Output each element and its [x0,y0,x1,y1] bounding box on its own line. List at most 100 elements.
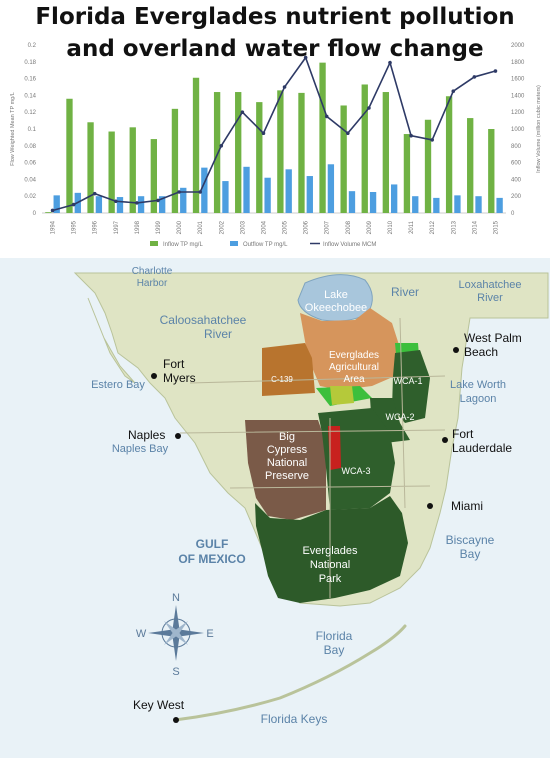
label-enp-1: Everglades [302,545,358,557]
y-right-tick-label: 600 [511,161,522,167]
label-fort-myers-2: Myers [163,371,196,385]
inflow-volume-point [324,114,329,119]
label-naples: Naples [128,428,165,442]
road-lines [179,317,446,598]
inflow-tp-bar [235,92,242,213]
label-big-cypress-3: National [267,457,307,469]
y-left-tick-label: 0.04 [24,177,36,183]
outflow-tp-bar [475,196,482,213]
label-charlotte-harbor-1: Charlotte [132,266,173,277]
inflow-tp-bar [66,98,73,213]
label-big-cypress-4: Preserve [265,470,309,482]
y-left-tick-label: 0.12 [24,110,36,116]
outflow-tp-bar [222,181,229,213]
inflow-tp-bar [488,129,495,213]
x-tick-label: 2013 [451,220,457,234]
y-right-tick-label: 1000 [511,127,525,133]
y-right-tick-label: 400 [511,177,522,183]
inflow-volume-point [303,55,308,60]
x-tick-label: 2014 [472,220,478,234]
legend-swatch [230,241,238,246]
label-big-cypress-1: Big [279,431,295,443]
inflow-tp-bar [298,92,305,213]
inflow-tp-bar [45,212,52,213]
label-lake-okeechobee-2: Okeechobee [305,302,367,314]
inflow-volume-point [346,131,350,135]
label-river-west: River [204,327,232,341]
outflow-tp-bar [496,197,503,213]
y-left-axis-title: Flow Weighted Mean TP mg/L [10,92,16,166]
inflow-tp-bar [87,122,94,213]
label-lake-worth-2: Lagoon [460,393,497,405]
inflow-volume-point [240,110,245,114]
label-gulf-2: OF MEXICO [178,552,245,566]
label-charlotte-harbor-2: Harbor [137,278,168,289]
inflow-volume-point [50,208,55,213]
compass-s: S [172,666,179,678]
inflow-tp-bar [467,118,474,213]
label-fort-myers-1: Fort [163,357,185,371]
big-cypress-region [245,420,326,520]
label-c139: C-139 [271,375,293,384]
inflow-volume-point [156,198,160,203]
inflow-volume-point [261,131,266,135]
inflow-tp-bar [277,90,284,213]
outflow-tp-bar [180,187,187,213]
label-west-palm-1: West Palm [464,331,522,345]
inflow-volume-point [135,201,139,205]
legend-label: Inflow TP mg/L [163,242,203,248]
legend-label: Inflow Volume MCM [323,242,376,248]
outflow-tp-bar [454,195,461,213]
x-tick-label: 2001 [198,220,204,234]
label-naples-bay: Naples Bay [112,443,169,455]
outflow-tp-bar [327,164,335,213]
label-florida-bay-1: Florida [316,629,353,643]
x-tick-label: 2002 [219,220,225,234]
legend-swatch [150,241,158,246]
x-tick-label: 1994 [51,220,57,234]
outflow-tp-bar [53,195,60,213]
west-palm-beach-dot [453,347,459,353]
red-strip-region [328,426,341,470]
x-tick-label: 2006 [304,220,310,234]
chart-title-line-1: Florida Everglades nutrient pollution [35,4,515,30]
label-eaa-3: Area [343,374,365,385]
label-biscayne-2: Bay [460,547,481,561]
y-left-tick-label: 0.14 [24,93,36,99]
compass-rose: N S E W [136,592,214,678]
sta-region-yellow [330,386,354,405]
naples-dot [175,433,181,439]
outflow-tp-bar [412,196,419,213]
inflow-volume-line [52,55,496,212]
label-loxahatchee-2: River [477,292,503,304]
inflow-volume-point [451,89,456,93]
inflow-tp-bar [171,108,179,213]
outflow-tp-bar [433,197,440,213]
x-tick-label: 2003 [240,220,246,234]
outflow-tp-bar [201,167,208,213]
label-lake-worth-1: Lake Worth [450,379,506,391]
inflow-volume-point [282,85,287,89]
outflow-tp-bar [137,196,145,213]
x-tick-label: 2011 [409,220,415,234]
y-left-tick-label: 0.2 [28,43,37,49]
label-big-cypress-2: Cypress [267,444,308,456]
inflow-tp-bar [319,62,326,213]
eaa-region [300,308,400,390]
x-tick-label: 2009 [367,220,373,234]
miami-dot [427,503,433,509]
inflow-tp-bar [424,119,432,213]
x-tick-label: 2005 [283,220,289,234]
inflow-tp-bar [382,92,389,213]
inflow-volume-point [493,69,498,73]
label-eaa-1: Everglades [329,350,379,361]
inflow-tp-bar [340,105,347,213]
compass-w: W [136,628,147,640]
x-tick-label: 1995 [72,220,78,234]
label-river-north: River [391,285,419,299]
x-tick-label: 1997 [114,220,120,234]
outflow-tp-bar [391,184,398,213]
label-enp-3: Park [319,573,342,585]
x-tick-label: 2000 [177,220,183,234]
y-right-tick-label: 0 [511,211,515,217]
